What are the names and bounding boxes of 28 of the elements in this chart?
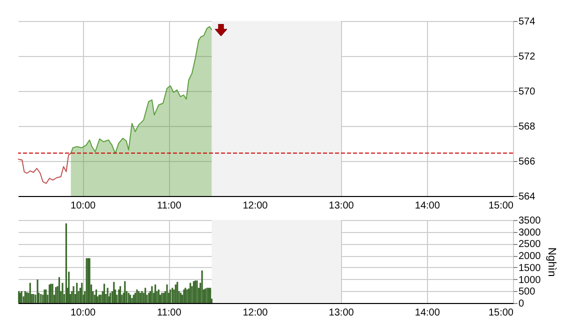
x-tick-label: 10:00 [70, 200, 96, 212]
y-tick-label: 572 [518, 52, 536, 62]
x-tick-label: 10:00 [70, 308, 96, 318]
x-tick-label: 15:00 [488, 308, 514, 318]
x-tick-label: 11:00 [157, 308, 182, 318]
line-series [18, 152, 72, 184]
y-tick-label: 1000 [518, 274, 542, 286]
y-tick-label: 2500 [518, 239, 542, 250]
y-tick-label: 3000 [518, 227, 542, 238]
y-tick-label: 574 [518, 16, 536, 28]
y-axis-title: Nghìn [546, 247, 558, 277]
y-tick-label: 500 [518, 286, 536, 298]
x-tick-label: 12:00 [242, 308, 268, 318]
x-tick-label: 13:00 [328, 308, 354, 318]
y-tick-label: 568 [518, 122, 536, 132]
x-tick-label: 14:00 [414, 200, 440, 212]
y-tick-label: 2000 [518, 251, 542, 262]
y-tick-label: 0 [518, 298, 524, 310]
x-tick-label: 13:00 [328, 200, 354, 212]
x-tick-label: 14:00 [414, 308, 440, 318]
y-tick-label: 1500 [518, 262, 542, 274]
y-tick-label: 3500 [518, 216, 542, 226]
x-tick-label: 15:00 [488, 200, 514, 212]
y-tick-label: 566 [518, 156, 536, 168]
x-tick-label: 11:00 [157, 200, 182, 212]
y-tick-label: 564 [518, 192, 536, 202]
x-tick-label: 12:00 [242, 200, 268, 212]
y-tick-label: 570 [518, 86, 536, 98]
